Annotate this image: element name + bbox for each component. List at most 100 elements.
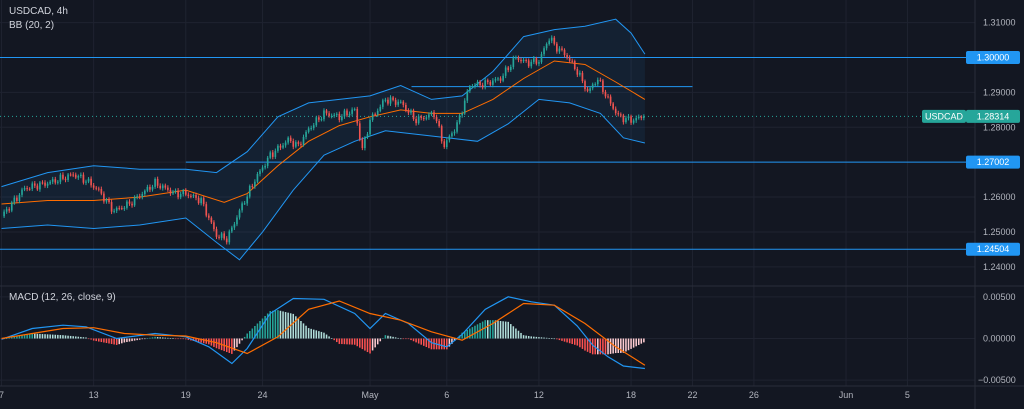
level-price-tag[interactable]: 1.24504: [966, 242, 1020, 256]
candle: [617, 110, 620, 117]
candle-body: [128, 201, 131, 204]
candle: [218, 234, 220, 240]
candle: [343, 108, 346, 119]
macd-histogram-bar: [545, 337, 548, 339]
last-price-tag[interactable]: USDCAD 1.28314: [922, 109, 1020, 123]
level-price-tag[interactable]: 1.30000: [966, 51, 1020, 65]
macd-histogram-bar: [425, 338, 428, 348]
candle: [64, 176, 67, 183]
candle-body: [515, 57, 517, 59]
macd-histogram-bar: [622, 338, 625, 353]
candle-body: [484, 80, 487, 88]
macd-histogram-bar: [614, 338, 617, 354]
macd-legend[interactable]: MACD (12, 26, close, 9): [9, 292, 116, 303]
macd-histogram-bar: [310, 328, 312, 339]
macd-histogram-bar: [200, 338, 202, 343]
candle-body: [64, 178, 67, 180]
macd-histogram-bar: [338, 338, 341, 344]
candle: [184, 188, 187, 197]
candle: [100, 186, 103, 196]
bb-legend[interactable]: BB (20, 2): [9, 20, 55, 31]
candle-body: [481, 85, 484, 88]
candle-body: [474, 85, 476, 87]
candle-body: [215, 229, 218, 237]
macd-histogram-bar: [44, 334, 46, 339]
price-tick-label: 1.31000: [983, 18, 1016, 28]
candle: [164, 183, 167, 190]
candle-body: [138, 196, 141, 198]
macd-histogram-bar: [282, 311, 284, 339]
macd-histogram-bar: [556, 338, 558, 340]
candle-body: [241, 203, 243, 211]
candle-body: [305, 131, 307, 137]
macd-histogram-bar: [573, 338, 576, 345]
macd-histogram-bar: [630, 338, 632, 349]
candle-body: [205, 204, 208, 216]
macd-histogram-bar: [387, 335, 389, 339]
candle-body: [133, 196, 136, 206]
candle-body: [399, 101, 402, 103]
candle: [215, 226, 218, 240]
macd-histogram-bar: [637, 338, 640, 345]
level-price-tag[interactable]: 1.27002: [966, 155, 1020, 169]
candle-body: [16, 197, 18, 202]
macd-histogram-bar: [504, 321, 507, 339]
candle-body: [614, 108, 617, 114]
macd-histogram-bar: [295, 316, 297, 339]
candle-body: [530, 61, 533, 67]
candle-body: [571, 60, 574, 62]
candle-body: [195, 195, 197, 198]
macd-histogram-bar: [39, 333, 41, 339]
time-tick-label: 19: [181, 390, 191, 400]
candle-body: [312, 125, 315, 129]
candle-body: [126, 201, 128, 208]
candle: [169, 187, 172, 196]
macd-histogram-bar: [609, 338, 612, 354]
macd-histogram-bar: [318, 331, 320, 339]
candle: [328, 111, 330, 118]
candle-body: [584, 81, 586, 90]
candle: [251, 183, 254, 189]
candle-body: [471, 86, 474, 88]
macd-histogram-bar: [461, 332, 463, 339]
macd-histogram-bar: [8, 337, 10, 339]
macd-histogram-bar: [269, 311, 272, 339]
candle: [108, 197, 110, 204]
symbol-legend[interactable]: USDCAD, 4h: [9, 6, 68, 17]
macd-histogram-bar: [151, 337, 154, 339]
candle-body: [402, 101, 405, 105]
macd-histogram-bar: [300, 321, 302, 339]
macd-line: [1, 296, 645, 370]
macd-histogram-bar: [34, 333, 36, 339]
candle-body: [556, 43, 558, 52]
candle: [28, 187, 31, 191]
candle-body: [320, 119, 323, 121]
candle: [604, 89, 607, 99]
macd-histogram-bar: [561, 338, 563, 341]
candle: [289, 135, 292, 143]
macd-histogram-bar: [494, 320, 497, 339]
macd-histogram-bar: [69, 335, 72, 339]
macd-histogram-bar: [359, 338, 361, 348]
macd-histogram-bar: [533, 336, 535, 339]
candle: [5, 206, 8, 214]
candle: [254, 179, 256, 189]
candle: [630, 114, 632, 125]
candle-body: [187, 194, 190, 196]
candle: [95, 185, 98, 191]
candle-body: [323, 110, 325, 120]
candle-body: [74, 174, 77, 178]
candle: [348, 111, 351, 118]
candle: [213, 220, 215, 232]
candle: [435, 114, 438, 124]
candle: [563, 48, 566, 58]
candle-body: [589, 88, 591, 91]
candle: [351, 107, 353, 117]
candle: [243, 200, 246, 205]
candle-body: [341, 116, 343, 121]
macd-histogram-bar: [197, 338, 200, 343]
candle-body: [202, 198, 205, 205]
candle: [438, 118, 440, 128]
candle-body: [113, 210, 115, 212]
